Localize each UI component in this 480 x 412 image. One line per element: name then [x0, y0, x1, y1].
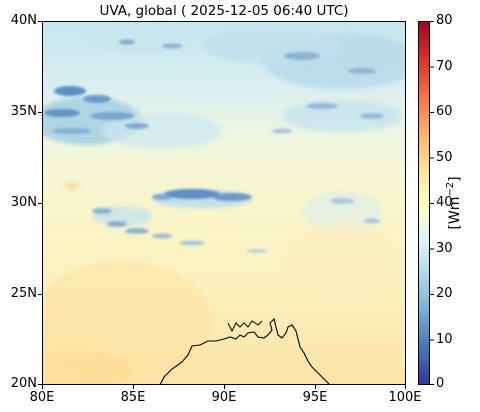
lat-label-40n: 40N: [10, 13, 37, 28]
colorbar-tick-80: 80: [436, 13, 453, 28]
lat-label-25n: 25N: [10, 286, 37, 301]
lat-label-30n: 30N: [10, 195, 37, 210]
colorbar-tick-60: 60: [436, 104, 453, 119]
lon-label-90e: 90E: [211, 390, 237, 405]
high-uva-patches: [42, 182, 402, 385]
colorbar-label-suffix: ]: [446, 176, 463, 182]
colorbar-tick-50: 50: [436, 150, 453, 165]
colorbar-tick-0: 0: [436, 376, 445, 391]
lon-label-100e: 100E: [388, 390, 422, 405]
lat-label-35n: 35N: [10, 104, 37, 119]
colorbar-tick-30: 30: [436, 241, 453, 256]
map-frame: [42, 21, 406, 385]
lon-label-80e: 80E: [29, 390, 55, 405]
lon-label-85e: 85E: [120, 390, 146, 405]
colorbar-tick-40: 40: [436, 195, 453, 210]
colorbar-gradient: [418, 21, 430, 385]
coastline: [159, 317, 331, 385]
colorbar-tick-20: 20: [436, 286, 453, 301]
lat-label-20n: 20N: [10, 376, 37, 391]
chart-title: UVA, global ( 2025-12-05 06:40 UTC): [99, 3, 349, 19]
colorbar-tick-10: 10: [436, 332, 453, 347]
colorbar-label: [Wm−2]: [445, 176, 463, 229]
colorbar: [418, 21, 430, 385]
colorbar-tick-70: 70: [436, 59, 453, 74]
lon-label-95e: 95E: [302, 390, 328, 405]
map-panel: [42, 21, 406, 385]
colorbar-label-prefix: [Wm: [446, 196, 463, 230]
colorbar-frame: [418, 21, 430, 385]
colorbar-label-exponent: −2: [445, 181, 457, 197]
cloud-streaks: [44, 39, 384, 253]
coastline-inlet: [227, 320, 263, 333]
